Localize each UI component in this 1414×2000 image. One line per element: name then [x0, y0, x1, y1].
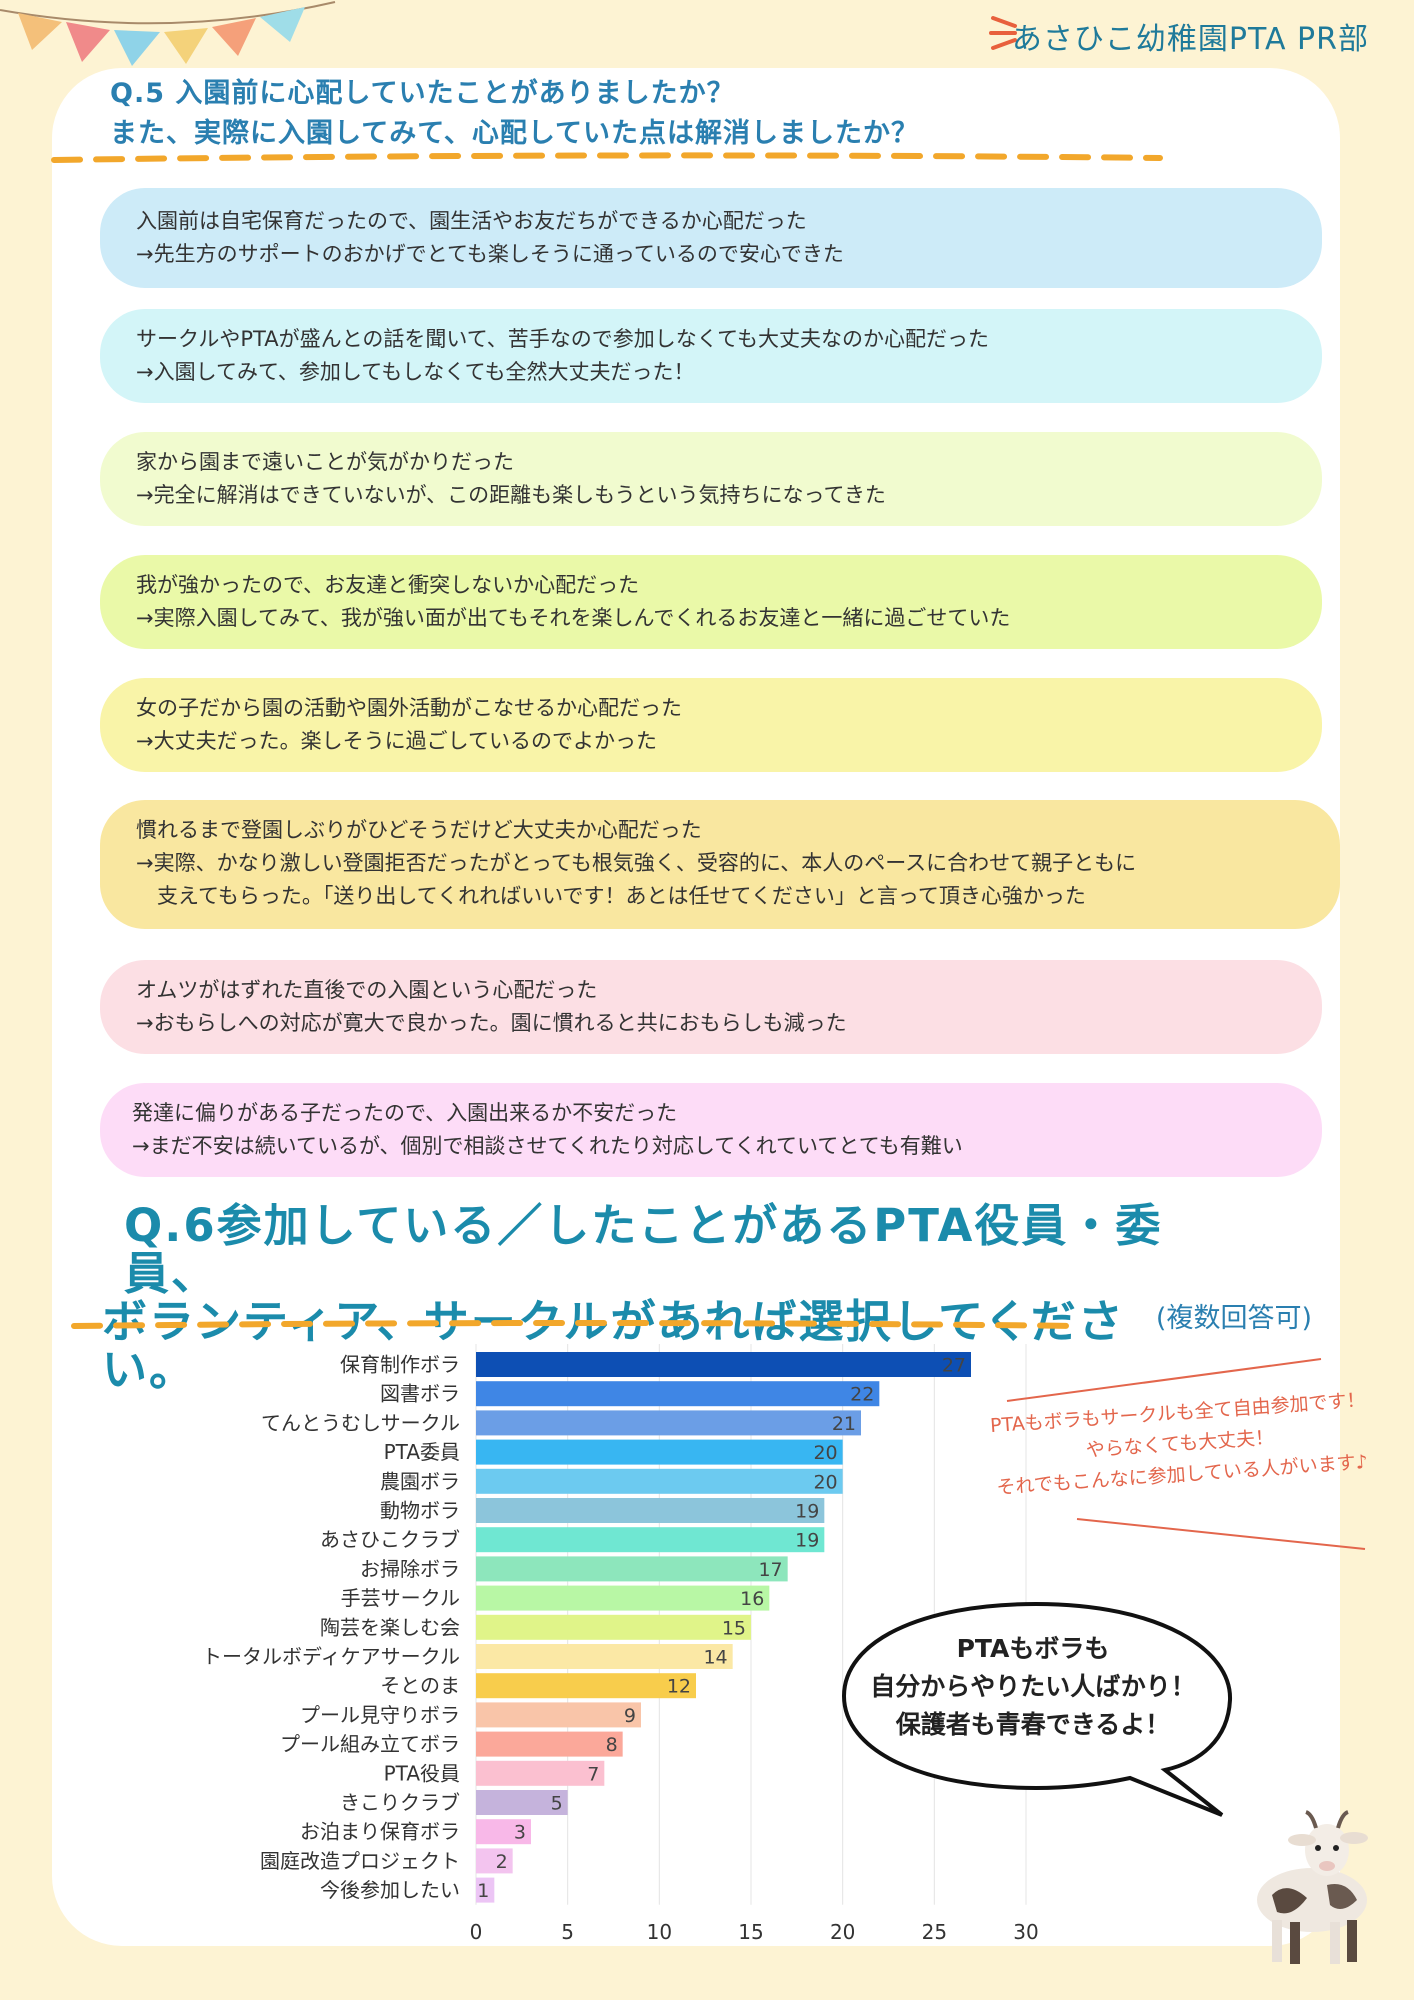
answer-concern: 慣れるまで登園しぶりがひどそうだけど大丈夫か心配だった — [136, 818, 702, 842]
speech-bubble — [841, 1601, 1233, 1817]
bunting-decoration — [0, 1, 336, 66]
answer-outcome: →実際入園してみて、我が強い面が出てもそれを楽しんでくれるお友達と一緒に過ごせて… — [136, 606, 1011, 630]
bubble-line: 自分からやりたい人ばかり！ — [870, 1672, 1196, 1701]
answer-card: オムツがはずれた直後での入園という心配だった →おもらしへの対応が寛大で良かった… — [100, 960, 1322, 1054]
answer-outcome: 支えてもらった。「送り出してくれればいいです！あとは任せてください」と言って頂き… — [136, 884, 1086, 908]
answer-card: 入園前は自宅保育だったので、園生活やお友だちができるか心配だった →先生方のサポ… — [100, 188, 1322, 288]
answer-concern: 入園前は自宅保育だったので、園生活やお友だちができるか心配だった — [136, 209, 807, 233]
answer-card: 女の子だから園の活動や園外活動がこなせるか心配だった →大丈夫だった。楽しそうに… — [100, 678, 1322, 772]
bubble-line: 保護者も青春できるよ！ — [895, 1710, 1171, 1739]
answer-concern: サークルやPTAが盛んとの話を聞いて、苦手なので参加しなくても大丈夫なのか心配だ… — [136, 327, 990, 351]
bubble-line: PTAもボラも — [956, 1634, 1110, 1663]
answer-outcome: →先生方のサポートのおかげでとても楽しそうに通っているので安心できた — [136, 242, 844, 266]
answer-card: 我が強かったので、お友達と衝突しないか心配だった →実際入園してみて、我が強い面… — [100, 555, 1322, 649]
answer-card: サークルやPTAが盛んとの話を聞いて、苦手なので参加しなくても大丈夫なのか心配だ… — [100, 309, 1322, 403]
answer-outcome: →まだ不安は続いているが、個別で相談させてくれたり対応してくれていてとても有難い — [132, 1134, 963, 1158]
q5-title-line: Q.5 入園前に心配していたことがありましたか？ — [110, 78, 735, 109]
speech-bubble-text: PTAもボラも 自分からやりたい人ばかり！ 保護者も青春できるよ！ — [848, 1630, 1218, 1744]
q6-dashed-divider — [71, 1320, 1083, 1329]
q5-title: Q.5 入園前に心配していたことがありましたか？ また、実際に入園してみて、心配… — [110, 74, 1210, 154]
answer-card: 家から園まで遠いことが気がかりだった →完全に解消はできていないが、この距離も楽… — [100, 432, 1322, 526]
q6-title-line: ボランティア、サークルがあれば選択してください。 — [102, 1295, 1125, 1396]
answer-outcome: →完全に解消はできていないが、この距離も楽しもうという気持ちになってきた — [136, 483, 886, 507]
answer-concern: 家から園まで遠いことが気がかりだった — [136, 450, 514, 474]
q6-title: Q.6参加している／したことがあるPTA役員・委員、 ボランティア、サークルがあ… — [102, 1202, 1202, 1394]
answer-concern: オムツがはずれた直後での入園という心配だった — [136, 978, 598, 1002]
annotation-line-top — [1006, 1358, 1322, 1402]
answer-outcome: →入園してみて、参加してもしなくても全然大丈夫だった！ — [136, 360, 695, 384]
answer-concern: 発達に偏りがある子だったので、入園出来るか不安だった — [132, 1101, 678, 1125]
answer-card: 慣れるまで登園しぶりがひどそうだけど大丈夫か心配だった →実際、かなり激しい登園… — [100, 800, 1340, 929]
answer-outcome: →大丈夫だった。楽しそうに過ごしているのでよかった — [136, 729, 657, 753]
answer-outcome: →実際、かなり激しい登園拒否だったがとっても根気強く、受容的に、本人のペースに合… — [136, 851, 1137, 875]
q5-title-line: また、実際に入園してみて、心配していた点は解消しましたか？ — [110, 118, 920, 149]
answer-concern: 女の子だから園の活動や園外活動がこなせるか心配だった — [136, 696, 682, 720]
answer-outcome: →おもらしへの対応が寛大で良かった。園に慣れると共におもらしも減った — [136, 1011, 847, 1035]
goat-illustration — [1257, 1810, 1368, 1964]
answer-card: 発達に偏りがある子だったので、入園出来るか不安だった →まだ不安は続いているが、… — [100, 1083, 1322, 1177]
sparkle-icon — [989, 16, 1017, 50]
answer-concern: 我が強かったので、お友達と衝突しないか心配だった — [136, 573, 640, 597]
q6-title-line: Q.6参加している／したことがあるPTA役員・委員、 — [124, 1199, 1163, 1300]
annotation-line-bottom — [1076, 1518, 1366, 1550]
q6-multiple-answer-note: (複数回答可) — [1155, 1303, 1312, 1334]
q5-dashed-divider — [51, 152, 1163, 163]
header-brand: あさひこ幼稚園PTA PR部 — [1011, 22, 1369, 57]
